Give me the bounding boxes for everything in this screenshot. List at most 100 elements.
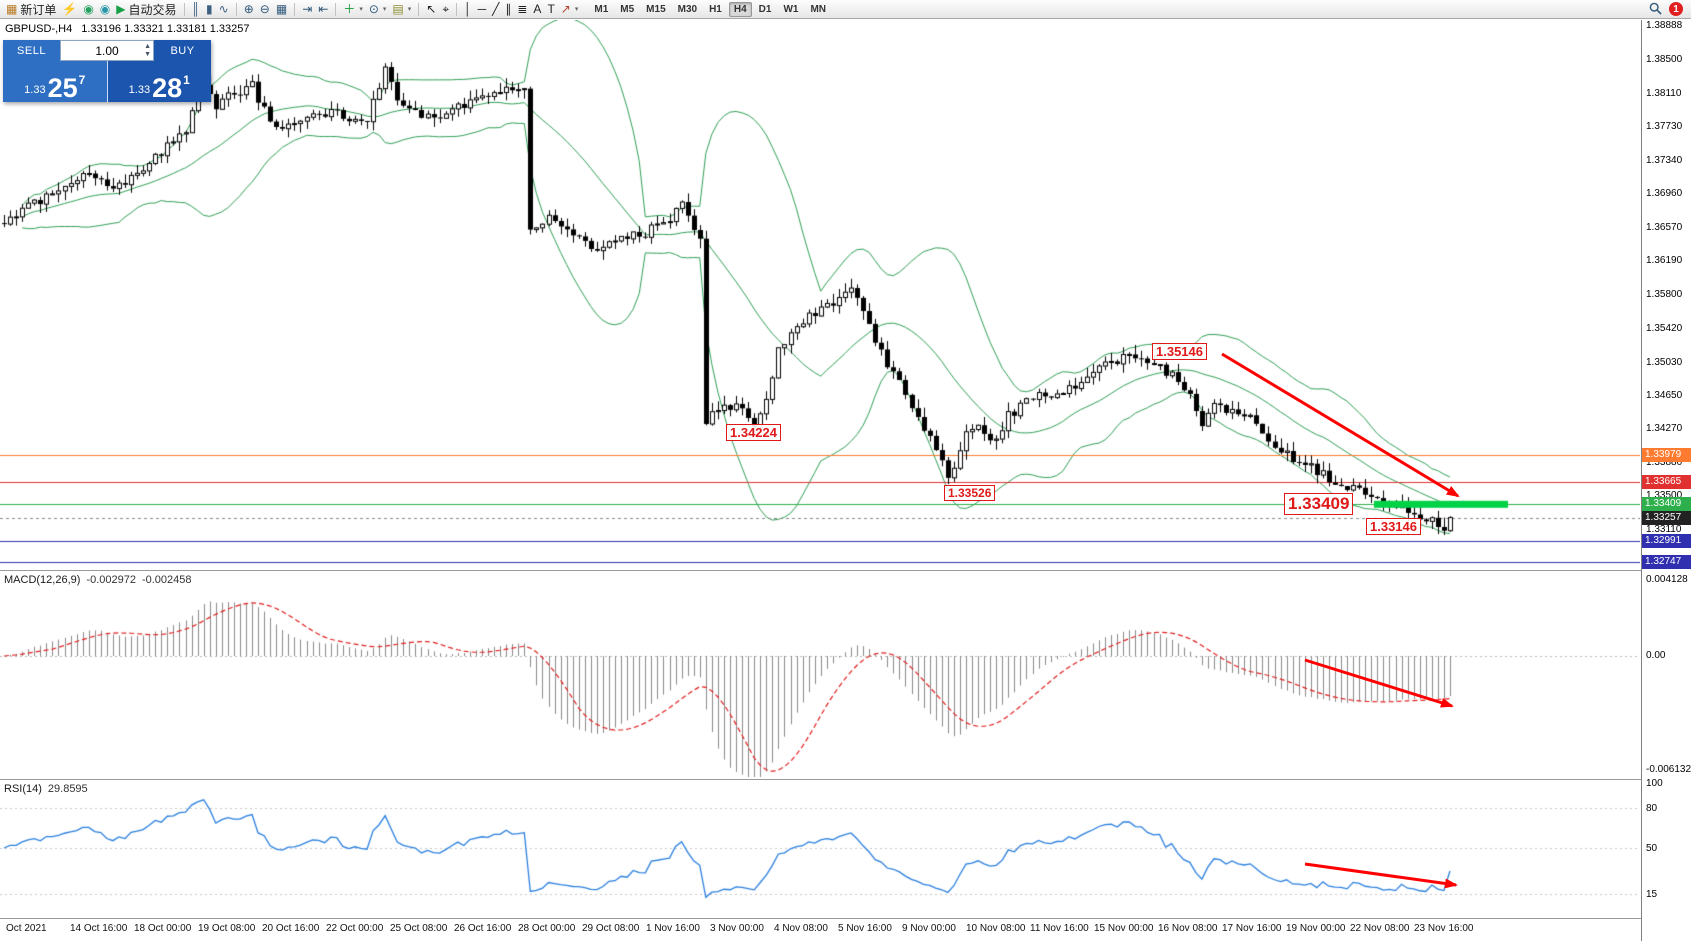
market-watch-button[interactable]: ◉ (80, 1, 96, 18)
macd-value-2: -0.002458 (141, 574, 192, 586)
zoom-in-icon: ⊕ (243, 2, 254, 16)
timeframe-m30[interactable]: M30 (677, 3, 698, 15)
new-order-icon: ▦ (6, 2, 18, 16)
price-scale-tick: 1.35030 (1646, 356, 1683, 368)
volume-stepper[interactable]: ▲ ▼ (144, 41, 151, 60)
toolbar: ▦ 新订单 ⚡ ◉ ◉ ▶ 自动交易 ║ ▮ ∿ ⊕ ⊖ ▦ ⇥ ⇤ ＋ ▾ ⊙ ▾ ▤ ▾ ↖ ⌖ │ ─ ╱ ∥ ≣ A T ↗ ▾ M1 M… (0, 0, 1691, 19)
horizontal-line-button[interactable]: ─ (475, 1, 490, 18)
horizontal-line-icon: ─ (477, 2, 487, 16)
line-chart-button[interactable]: ∿ (216, 1, 232, 18)
tile-windows-button[interactable]: ▦ (273, 1, 290, 18)
price-callout[interactable]: 1.35146 (1152, 343, 1207, 361)
macd-label: MACD(12,26,9) -0.002972 -0.002458 (4, 574, 192, 586)
periods-button[interactable]: ⊙ ▾ (366, 1, 390, 18)
macd-indicator-canvas[interactable] (0, 571, 1640, 779)
chart-shift-button[interactable]: ⇤ (315, 1, 331, 18)
stepper-up-icon[interactable]: ▲ (144, 42, 151, 50)
time-axis-label: 22 Oct 00:00 (326, 923, 384, 934)
trendline-button[interactable]: ╱ (489, 1, 502, 18)
price-badge: 1.33665 (1642, 474, 1691, 489)
dropdown-arrow-icon: ▾ (359, 6, 363, 13)
indicators-button[interactable]: ＋ ▾ (340, 1, 366, 18)
candlestick-chart-button[interactable]: ▮ (203, 1, 216, 18)
price-callout[interactable]: 1.33409 (1284, 492, 1354, 515)
buy-button[interactable]: 1.33 28 1 (107, 61, 211, 102)
fibonacci-button[interactable]: ≣ (514, 1, 530, 18)
price-scale-tick: 1.36190 (1646, 255, 1683, 267)
stepper-down-icon[interactable]: ▼ (144, 50, 151, 58)
pane-separator[interactable] (0, 918, 1691, 919)
bar-chart-button[interactable]: ║ (189, 1, 204, 18)
text-a-icon: A (533, 2, 542, 16)
line-chart-icon: ∿ (218, 2, 229, 16)
toolbar-right: 1 (1649, 2, 1688, 17)
timeframe-m15[interactable]: M15 (646, 3, 666, 15)
pane-separator[interactable] (0, 570, 1691, 571)
time-axis-label: 22 Nov 08:00 (1350, 923, 1410, 934)
price-callout[interactable]: 1.34224 (726, 423, 781, 441)
time-axis-label: 16 Nov 08:00 (1158, 923, 1218, 934)
templates-button[interactable]: ▤ ▾ (389, 1, 414, 18)
new-order-button[interactable]: ▦ 新订单 (3, 1, 59, 18)
text-label-icon: T (547, 2, 555, 16)
time-axis-label: Oct 2021 (6, 923, 47, 934)
time-axis-label: 25 Oct 08:00 (390, 923, 448, 934)
auto-scroll-button[interactable]: ⇥ (299, 1, 315, 18)
price-badge: 1.32747 (1642, 555, 1691, 570)
price-callout[interactable]: 1.33526 (944, 485, 996, 502)
time-axis[interactable]: Oct 2021 14 Oct 16:00 18 Oct 00:00 19 Oct 0… (0, 920, 1640, 941)
timeframe-h4[interactable]: H4 (728, 1, 752, 17)
buy-tab-label: BUY (154, 40, 211, 61)
chart-ohlc-header: GBPUSD-,H4 1.33196 1.33321 1.33181 1.3325… (5, 23, 249, 35)
price-badge: 1.33979 (1642, 447, 1691, 462)
volume-input[interactable]: 1.00 ▲ ▼ (60, 40, 154, 61)
auto-trading-button[interactable]: ▶ 自动交易 (113, 1, 179, 18)
rsi-indicator-canvas[interactable] (0, 780, 1640, 918)
time-axis-label: 17 Nov 16:00 (1222, 923, 1282, 934)
vertical-line-icon: │ (464, 2, 472, 16)
timeframe-m1[interactable]: M1 (594, 3, 609, 15)
notification-badge[interactable]: 1 (1669, 2, 1683, 16)
zoom-out-button[interactable]: ⊖ (257, 1, 273, 18)
toolbar-separator (235, 2, 237, 16)
arrows-tool-button[interactable]: ↗ ▾ (558, 1, 582, 18)
time-axis-label: 9 Nov 00:00 (902, 923, 956, 934)
timeframe-h1[interactable]: H1 (709, 3, 722, 15)
sell-tab-label: SELL (3, 40, 60, 61)
time-axis-label: 4 Nov 08:00 (774, 923, 828, 934)
data-window-button[interactable]: ◉ (97, 1, 113, 18)
main-chart-canvas[interactable] (0, 20, 1640, 570)
price-scale-tick: 1.35800 (1646, 289, 1683, 301)
sell-price-big: 25 (47, 72, 78, 103)
rsi-label: RSI(14) 29.8595 (4, 783, 88, 795)
label-button[interactable]: T (544, 1, 557, 18)
time-axis-label: 3 Nov 00:00 (710, 923, 764, 934)
macd-name: MACD(12,26,9) (4, 574, 81, 586)
search-icon[interactable] (1649, 2, 1662, 17)
pane-separator[interactable] (0, 779, 1691, 780)
sell-button[interactable]: 1.33 25 7 (3, 61, 108, 102)
crosshair-button[interactable]: ⌖ (439, 1, 452, 18)
price-scale[interactable]: 1.38888 1.38500 1.38110 1.37730 1.37340 1.369… (1641, 20, 1691, 941)
timeframe-w1[interactable]: W1 (783, 3, 799, 15)
toolbar-separator (418, 2, 420, 16)
price-scale-tick: 1.38888 (1646, 19, 1683, 31)
quick-trade-button[interactable]: ⚡ (59, 1, 80, 18)
price-scale-tick: 1.34270 (1646, 423, 1683, 435)
timeframe-m5[interactable]: M5 (620, 3, 635, 15)
zoom-in-button[interactable]: ⊕ (241, 1, 257, 18)
dropdown-arrow-icon: ▾ (574, 6, 579, 13)
cursor-button[interactable]: ↖ (423, 1, 439, 18)
crosshair-icon: ⌖ (442, 2, 450, 16)
timeframe-d1[interactable]: D1 (758, 3, 772, 15)
text-button[interactable]: A (530, 1, 544, 18)
price-callout[interactable]: 1.33146 (1366, 517, 1421, 535)
dropdown-arrow-icon: ▾ (382, 6, 387, 13)
symbol-label: GBPUSD-,H4 (5, 23, 73, 35)
time-axis-label: 1 Nov 16:00 (646, 923, 700, 934)
vertical-line-button[interactable]: │ (461, 1, 475, 18)
timeframe-mn[interactable]: MN (810, 3, 827, 15)
time-axis-label: 10 Nov 08:00 (966, 923, 1026, 934)
channel-button[interactable]: ∥ (502, 1, 514, 18)
